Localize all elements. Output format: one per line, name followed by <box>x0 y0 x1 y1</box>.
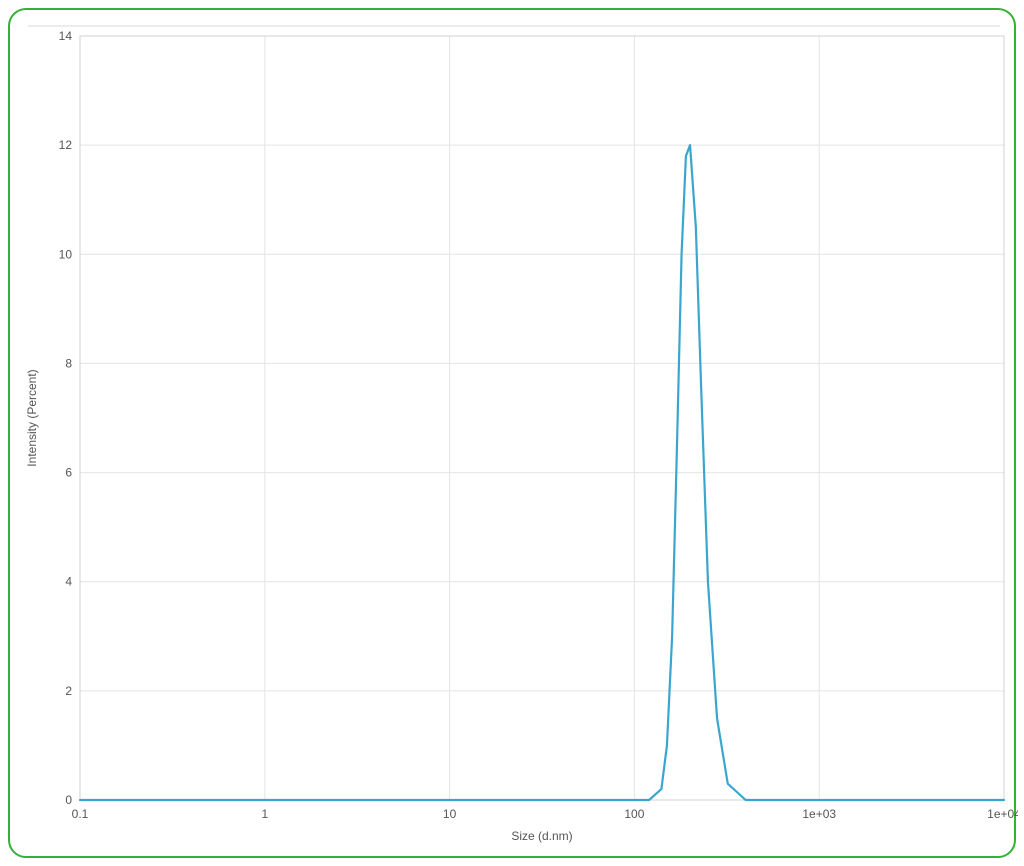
y-tick-label: 2 <box>65 684 72 698</box>
x-tick-label: 1e+04 <box>987 807 1018 821</box>
x-tick-label: 10 <box>443 807 457 821</box>
y-tick-label: 4 <box>65 575 72 589</box>
y-tick-label: 10 <box>59 247 73 261</box>
y-tick-label: 6 <box>65 466 72 480</box>
x-tick-label: 1 <box>261 807 268 821</box>
x-tick-label: 100 <box>624 807 644 821</box>
y-tick-label: 8 <box>65 356 72 370</box>
chart-card: 0.1 1 10 100 1e+03 1e+04 0 2 4 6 8 10 12 14 Size (d.nm… <box>8 8 1016 858</box>
y-tick-label: 12 <box>59 138 73 152</box>
y-tick-label: 14 <box>59 29 73 43</box>
y-tick-label: 0 <box>65 793 72 807</box>
chart-container: 0.11101001e+031e+0402468101214Size (d.nm… <box>10 10 1014 856</box>
x-tick-label: 1e+03 <box>802 807 836 821</box>
x-axis-title: Size (d.nm) <box>511 829 572 843</box>
y-axis-title: Intensity (Percent) <box>25 369 39 466</box>
plot-background <box>80 36 1004 800</box>
x-tick-labels: 0.1 1 10 100 1e+03 1e+04 <box>72 807 1018 821</box>
y-tick-labels: 0 2 4 6 8 10 12 14 <box>59 29 73 807</box>
intensity-size-chart: 0.1 1 10 100 1e+03 1e+04 0 2 4 6 8 10 12 14 Size (d.nm… <box>10 10 1018 860</box>
x-tick-label: 0.1 <box>72 807 89 821</box>
